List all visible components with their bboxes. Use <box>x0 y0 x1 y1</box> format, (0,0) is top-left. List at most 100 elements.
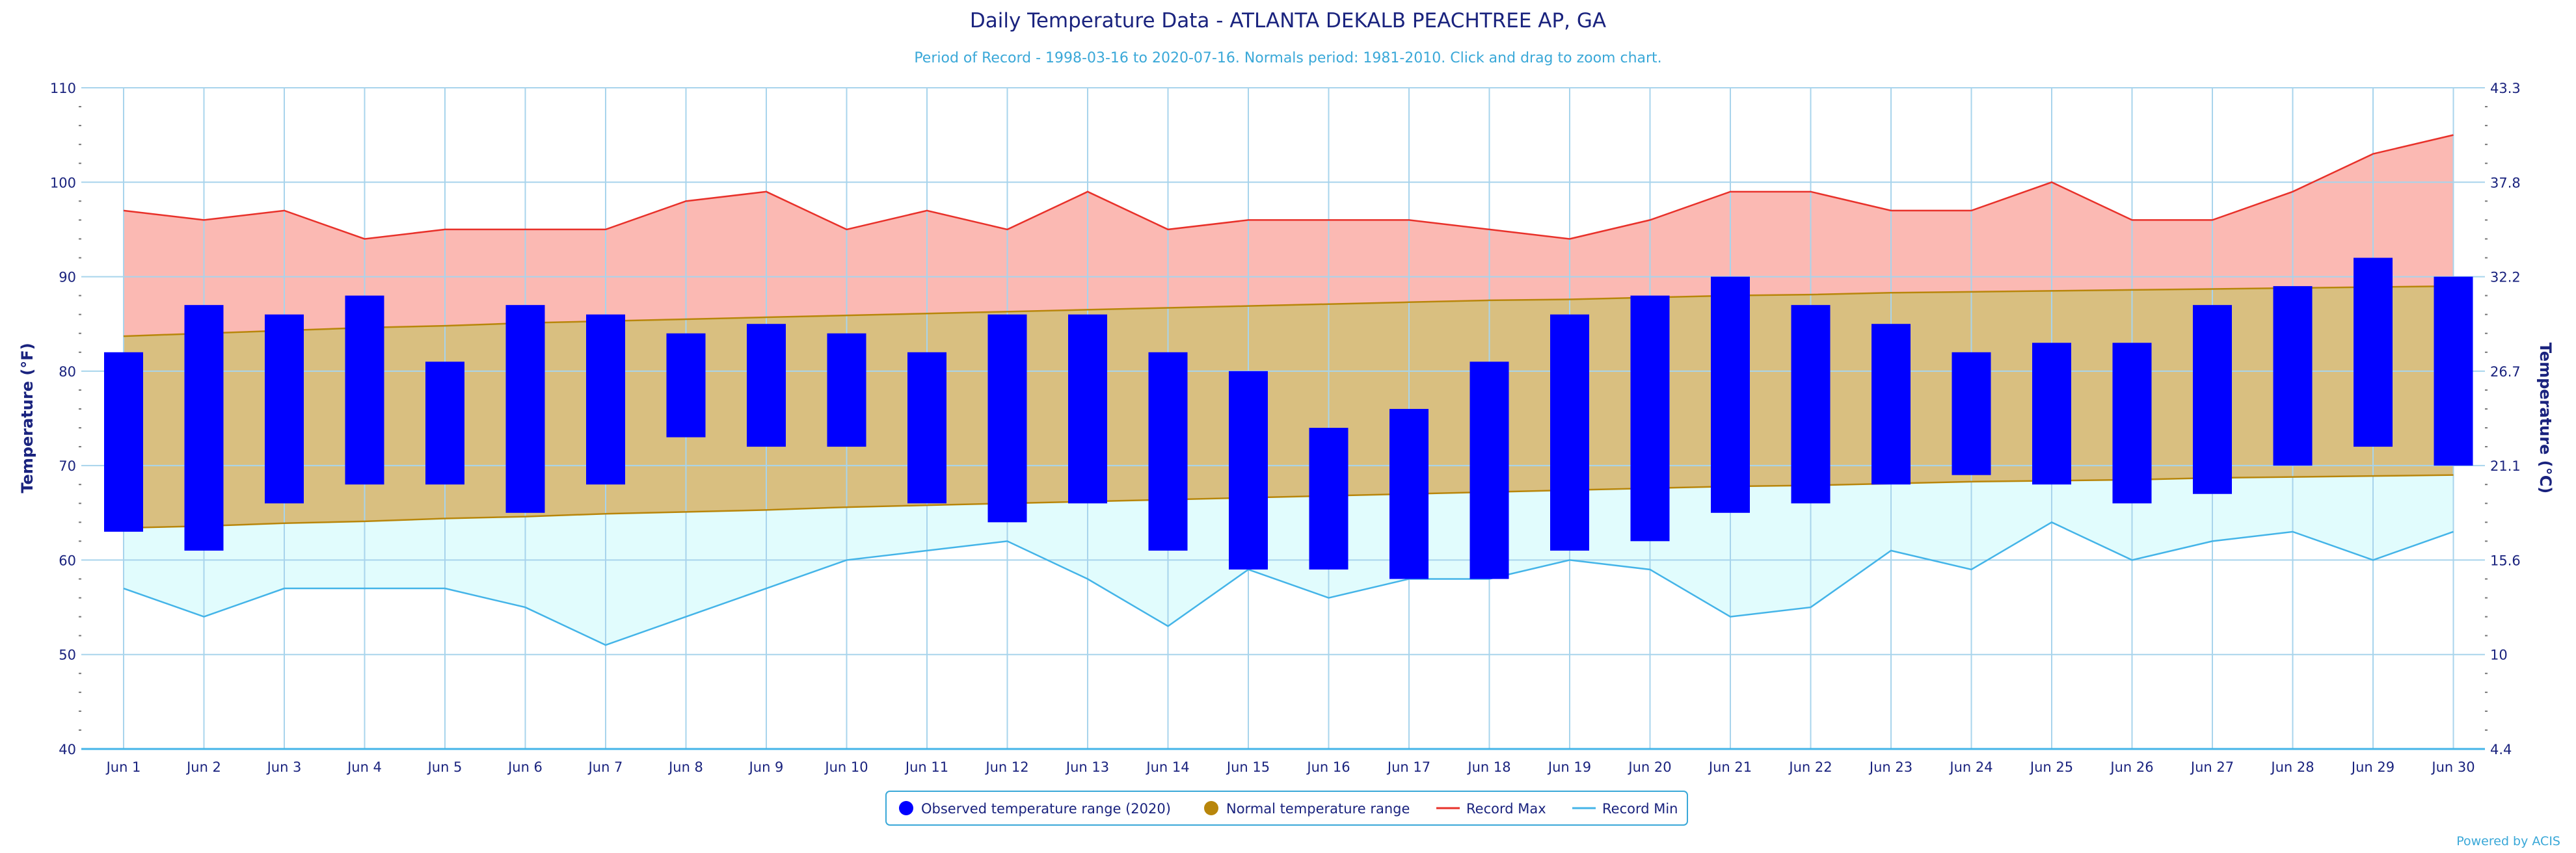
observed-range-bar[interactable] <box>425 361 464 485</box>
observed-range-bar[interactable] <box>265 314 304 504</box>
y-tick-label-right: 37.8 <box>2490 175 2521 190</box>
x-tick-label: Jun 4 <box>346 759 382 775</box>
x-tick-label: Jun 1 <box>105 759 141 775</box>
y-tick-label-left: 40 <box>59 742 76 757</box>
chart-subtitle: Period of Record - 1998-03-16 to 2020-07… <box>914 50 1661 66</box>
x-tick-label: Jun 21 <box>1708 759 1752 775</box>
y-tick-label-right: 32.2 <box>2490 270 2521 285</box>
legend-item-observed[interactable]: Observed temperature range (2020) <box>899 801 1171 817</box>
x-tick-label: Jun 2 <box>185 759 221 775</box>
y-axis-label-left: Temperature (°F) <box>18 343 36 493</box>
observed-range-bar[interactable] <box>184 305 224 551</box>
y-tick-label-right: 4.4 <box>2490 742 2512 757</box>
x-tick-label: Jun 12 <box>984 759 1028 775</box>
observed-range-bar[interactable] <box>666 333 706 438</box>
y-tick-label-left: 50 <box>59 648 76 663</box>
observed-range-bar[interactable] <box>1630 295 1670 542</box>
legend-box <box>885 791 1688 826</box>
legend-record-min-label: Record Min <box>1602 801 1678 817</box>
observed-range-bar[interactable] <box>1389 408 1429 579</box>
y-tick-label-right: 21.1 <box>2490 458 2521 474</box>
observed-range-bar[interactable] <box>2193 305 2232 494</box>
x-tick-label: Jun 27 <box>2190 759 2234 775</box>
y-tick-label-left: 80 <box>59 364 76 380</box>
y-tick-label-left: 90 <box>59 270 76 285</box>
observed-range-bar[interactable] <box>2032 343 2071 485</box>
observed-range-bar[interactable] <box>1469 361 1509 579</box>
observed-range-bar[interactable] <box>1148 352 1188 551</box>
y-tick-label-left: 110 <box>50 81 76 96</box>
x-tick-label: Jun 25 <box>2029 759 2073 775</box>
y-tick-label-right: 26.7 <box>2490 364 2521 380</box>
legend: Observed temperature range (2020) Normal… <box>885 791 1688 826</box>
x-tick-label: Jun 3 <box>266 759 302 775</box>
x-tick-label: Jun 11 <box>904 759 948 775</box>
observed-range-bar[interactable] <box>827 333 866 447</box>
legend-record-max-label: Record Max <box>1466 801 1546 817</box>
x-tick-label: Jun 23 <box>1868 759 1912 775</box>
legend-normal-label: Normal temperature range <box>1226 801 1410 817</box>
observed-range-bar[interactable] <box>1952 352 1991 475</box>
observed-bars <box>104 257 2473 579</box>
legend-observed-marker <box>899 801 913 815</box>
y-tick-label-left: 60 <box>59 553 76 568</box>
record-max-band <box>124 135 2454 337</box>
x-tick-label: Jun 22 <box>1788 759 1832 775</box>
y-tick-label-right: 10 <box>2490 648 2508 663</box>
y-tick-label-right: 43.3 <box>2490 81 2521 96</box>
x-tick-label: Jun 8 <box>667 759 703 775</box>
observed-range-bar[interactable] <box>907 352 946 504</box>
x-tick-label: Jun 7 <box>587 759 623 775</box>
x-tick-label: Jun 30 <box>2430 759 2475 775</box>
legend-observed-label: Observed temperature range (2020) <box>921 801 1171 817</box>
x-tick-label: Jun 29 <box>2350 759 2395 775</box>
record-min-line <box>123 521 2454 646</box>
x-tick-label: Jun 26 <box>2109 759 2153 775</box>
normal-range-band <box>124 286 2454 529</box>
observed-range-bar[interactable] <box>1309 428 1348 570</box>
x-tick-label: Jun 17 <box>1386 759 1430 775</box>
observed-range-bar[interactable] <box>2354 257 2393 447</box>
legend-item-record-max[interactable]: Record Max <box>1436 801 1546 817</box>
x-tick-label: Jun 10 <box>824 759 868 775</box>
observed-range-bar[interactable] <box>505 305 545 513</box>
observed-range-bar[interactable] <box>104 352 143 532</box>
credit-link[interactable]: Powered by ACIS <box>2456 834 2560 848</box>
observed-range-bar[interactable] <box>987 314 1027 523</box>
observed-range-bar[interactable] <box>1550 314 1589 551</box>
x-tick-label: Jun 15 <box>1226 759 1270 775</box>
x-tick-label: Jun 13 <box>1065 759 1109 775</box>
x-tick-label: Jun 16 <box>1306 759 1350 775</box>
y-axis-label-right: Temperature (°C) <box>2536 343 2555 494</box>
legend-normal-marker <box>1204 801 1218 815</box>
x-tick-label: Jun 19 <box>1547 759 1591 775</box>
x-tick-label: Jun 24 <box>1948 759 1992 775</box>
observed-range-bar[interactable] <box>586 314 625 485</box>
observed-range-bar[interactable] <box>747 324 786 447</box>
observed-range-bar[interactable] <box>345 295 384 485</box>
y-tick-label-right: 15.6 <box>2490 553 2521 568</box>
observed-range-bar[interactable] <box>1711 276 1750 513</box>
y-tick-label-left: 70 <box>59 458 76 474</box>
legend-item-normal[interactable]: Normal temperature range <box>1204 801 1410 817</box>
observed-range-bar[interactable] <box>2112 343 2152 504</box>
observed-range-bar[interactable] <box>2434 276 2473 466</box>
x-tick-label: Jun 5 <box>427 759 463 775</box>
x-tick-label: Jun 9 <box>748 759 784 775</box>
y-tick-label-left: 100 <box>50 175 76 190</box>
observed-range-bar[interactable] <box>1229 371 1268 570</box>
chart-title: Daily Temperature Data - ATLANTA DEKALB … <box>970 9 1606 33</box>
legend-item-record-min[interactable]: Record Min <box>1572 801 1678 817</box>
x-tick-label: Jun 6 <box>507 759 543 775</box>
observed-range-bar[interactable] <box>2273 286 2313 466</box>
x-tick-label: Jun 20 <box>1627 759 1671 775</box>
x-tick-label: Jun 14 <box>1145 759 1189 775</box>
observed-range-bar[interactable] <box>1068 314 1107 504</box>
area-fills <box>124 135 2454 646</box>
x-tick-label: Jun 28 <box>2270 759 2314 775</box>
x-tick-label: Jun 18 <box>1466 759 1510 775</box>
observed-range-bar[interactable] <box>1872 324 1911 485</box>
axes: 40 4.4 50 10 60 15.6 70 21.1 80 26.7 90 32.2 100 37.8… <box>50 81 2521 775</box>
observed-range-bar[interactable] <box>1791 305 1831 504</box>
